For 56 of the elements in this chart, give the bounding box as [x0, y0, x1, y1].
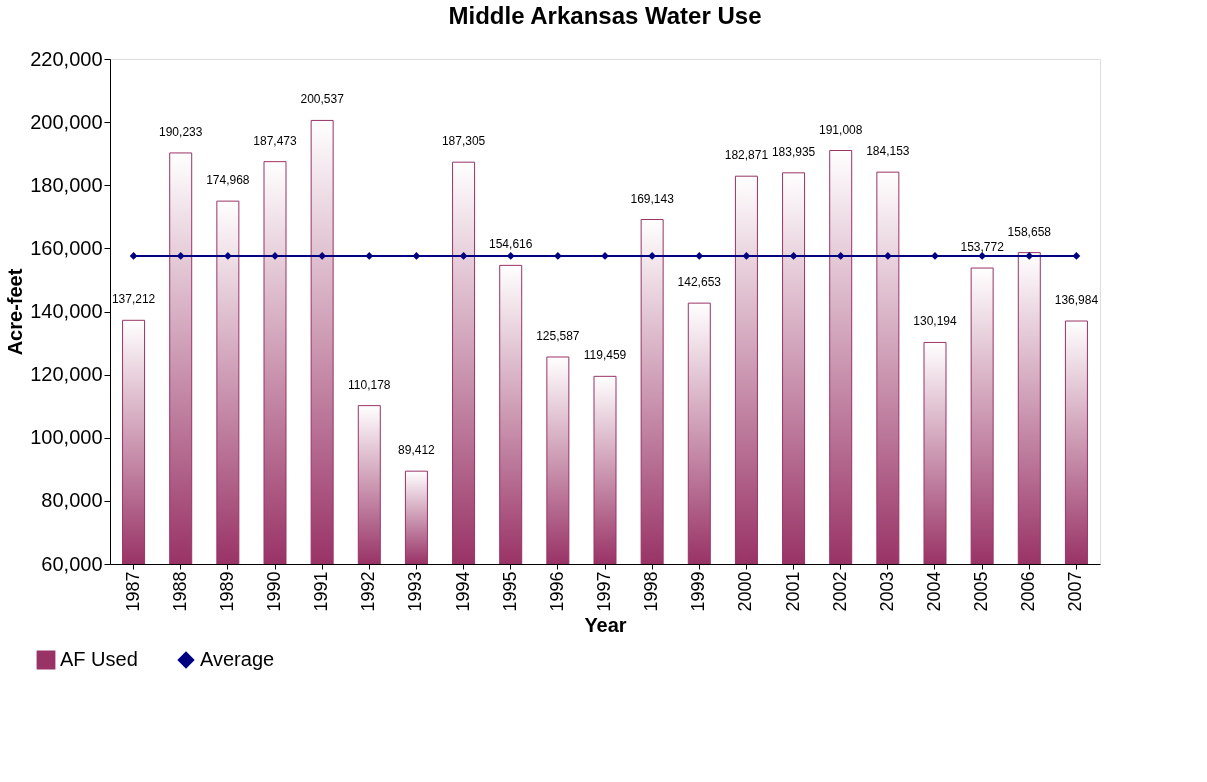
- data-label: 130,194: [913, 314, 958, 329]
- x-tick-label: 1992: [358, 571, 379, 612]
- x-tick-label: 2007: [1065, 571, 1086, 612]
- data-label: 191,008: [819, 122, 863, 137]
- legend-label: AF Used: [60, 648, 138, 670]
- x-tick-label: 1987: [122, 571, 143, 612]
- x-tick-label: 2005: [971, 571, 992, 612]
- data-label: 110,178: [348, 377, 391, 392]
- x-tick-label: 2002: [829, 571, 850, 612]
- data-label: 89,412: [398, 443, 436, 458]
- data-label: 182,871: [724, 148, 769, 163]
- y-tick-label: 140,000: [30, 300, 103, 322]
- x-tick-label: 1995: [499, 571, 520, 612]
- data-label: 174,968: [206, 173, 250, 188]
- chart-title: Middle Arkansas Water Use: [448, 2, 762, 29]
- x-tick-label: 1988: [169, 571, 190, 612]
- x-tick-label: 1991: [311, 571, 332, 612]
- x-tick-label: 1989: [216, 571, 237, 612]
- data-label: 187,473: [253, 133, 298, 148]
- x-tick-label: 1994: [452, 571, 473, 612]
- x-tick-label: 2006: [1018, 571, 1039, 612]
- data-label: 184,153: [866, 144, 910, 159]
- y-tick-label: 60,000: [41, 552, 103, 575]
- x-tick-label: 1999: [688, 571, 709, 612]
- x-tick-label: 1997: [594, 571, 614, 612]
- data-label: 154,616: [489, 237, 533, 252]
- y-tick-label: 100,000: [30, 426, 103, 449]
- data-label: 190,233: [159, 124, 203, 139]
- y-axis-title: Acre-feet: [4, 268, 27, 356]
- y-tick-label: 80,000: [41, 489, 103, 512]
- x-tick-label: 1990: [264, 571, 284, 612]
- data-label: 169,143: [630, 191, 675, 206]
- x-tick-label: 2004: [924, 571, 944, 612]
- y-tick-label: 120,000: [30, 363, 103, 386]
- y-tick-label: 220,000: [30, 47, 103, 70]
- data-label: 153,772: [960, 240, 1005, 255]
- data-label: 183,935: [771, 144, 816, 159]
- data-label: 125,587: [536, 328, 580, 343]
- data-label: 158,658: [1007, 224, 1052, 239]
- x-tick-label: 2003: [876, 571, 897, 612]
- x-tick-label: 2000: [735, 571, 756, 612]
- data-label: 119,459: [583, 348, 627, 363]
- x-tick-label: 1996: [546, 571, 567, 612]
- x-tick-label: 1998: [641, 571, 662, 612]
- y-tick-label: 200,000: [30, 110, 103, 133]
- x-tick-label: 1993: [405, 571, 426, 612]
- legend-label: Average: [200, 648, 275, 670]
- data-label: 142,653: [677, 275, 722, 290]
- y-tick-label: 160,000: [30, 236, 103, 259]
- x-tick-label: 2001: [782, 571, 803, 612]
- data-label: 200,537: [300, 92, 345, 107]
- data-label: 136,984: [1054, 293, 1099, 308]
- data-label: 187,305: [441, 134, 486, 149]
- x-axis-title: Year: [584, 613, 627, 636]
- data-label: 137,212: [111, 292, 156, 307]
- y-tick-label: 180,000: [30, 173, 103, 196]
